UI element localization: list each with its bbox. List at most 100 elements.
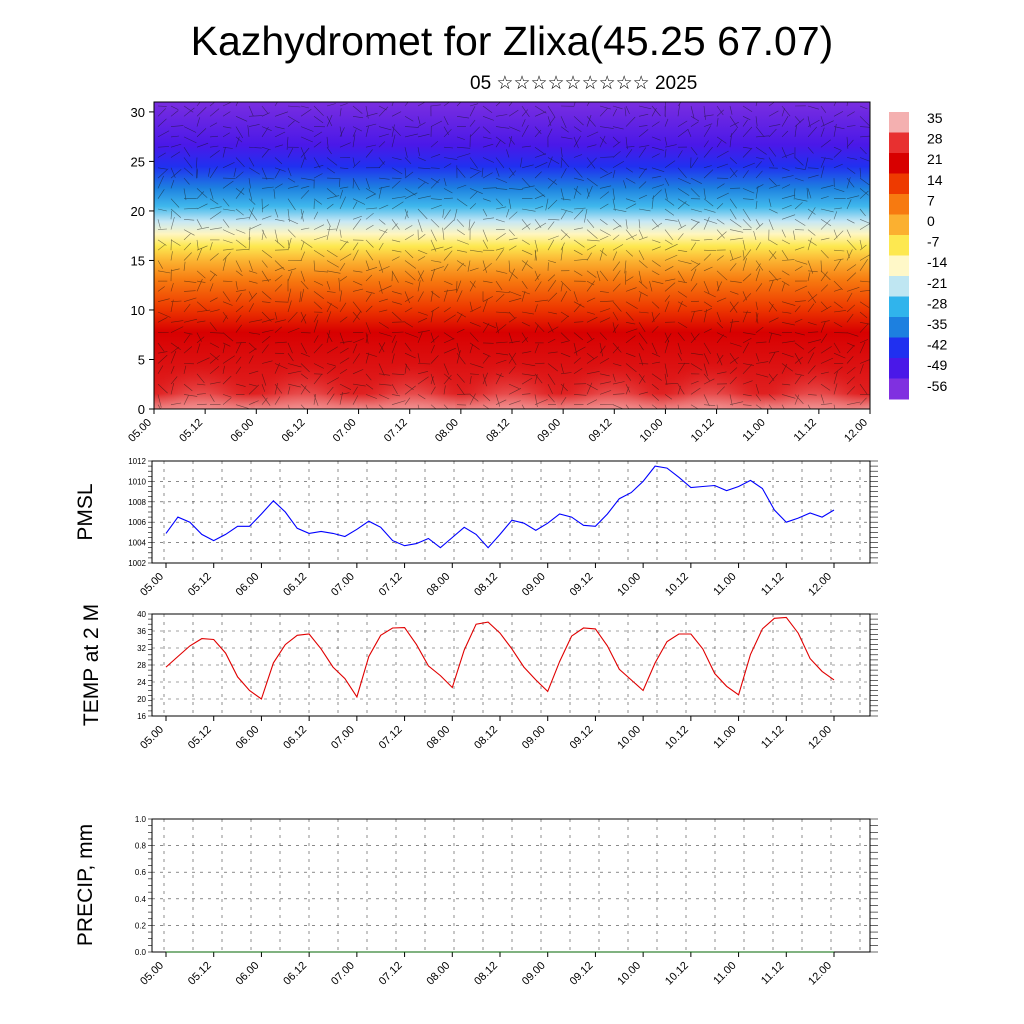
x-tick-label: 12.00 — [842, 417, 870, 445]
x-tick-label: 05.00 — [138, 571, 166, 599]
x-tick-label: 08.00 — [424, 724, 452, 752]
y-tick-label: 16 — [137, 712, 146, 721]
warm-region — [655, 335, 765, 409]
x-tick-label: 08.00 — [433, 417, 461, 445]
y-tick-label: 30 — [131, 105, 145, 120]
colorbar-label: -42 — [927, 337, 947, 353]
x-tick-label: 11.12 — [759, 724, 786, 751]
colorbar-label: -14 — [927, 254, 947, 270]
x-tick-label: 05.12 — [186, 571, 214, 599]
colorbar-swatch — [889, 153, 909, 174]
y-tick-label: 1010 — [128, 477, 146, 486]
x-tick-label: 08.12 — [472, 960, 500, 988]
y-tick-label: 0.4 — [135, 895, 147, 904]
colorbar-label: 35 — [927, 110, 943, 126]
colorbar-label: -35 — [927, 316, 947, 332]
x-tick-label: 11.12 — [759, 960, 786, 987]
y-tick-label: 1012 — [128, 457, 146, 466]
x-tick-label: 08.00 — [424, 960, 452, 988]
x-tick-label: 10.12 — [663, 724, 691, 752]
y-tick-label: 36 — [137, 627, 146, 636]
warm-region — [557, 335, 667, 409]
x-tick-label: 05.00 — [126, 417, 154, 445]
y-tick-label: 0.0 — [135, 948, 147, 957]
colorbar-label: 14 — [927, 172, 943, 188]
warm-region — [760, 335, 870, 409]
x-tick-label: 09.12 — [586, 417, 614, 445]
x-tick-label: 07.12 — [382, 417, 410, 445]
colorbar-swatch — [889, 276, 909, 297]
x-tick-label: 07.00 — [329, 960, 357, 988]
wind-field — [157, 102, 870, 409]
colorbar-label: -49 — [927, 357, 947, 373]
y-tick-label: 32 — [137, 644, 146, 653]
x-tick-label: 06.12 — [281, 724, 309, 752]
y-tick-label: 20 — [137, 695, 146, 704]
x-tick-label: 07.12 — [377, 960, 405, 988]
temp-chart: 40 36 32 28 24 20 16 05.00 05.12 06.00 06.12 07.00 0… — [80, 604, 878, 752]
x-tick-label: 08.12 — [472, 571, 500, 599]
x-tick-label: 05.12 — [177, 417, 205, 445]
x-tick-label: 05.12 — [186, 724, 214, 752]
warm-region — [357, 335, 467, 409]
x-tick-label: 07.12 — [377, 571, 405, 599]
x-tick-label: 11.12 — [792, 417, 819, 444]
page-subtitle: 05 ☆☆☆☆☆☆☆☆☆ 2025 — [470, 73, 698, 94]
x-tick-label: 06.00 — [228, 417, 256, 445]
y-tick-label: 28 — [137, 661, 146, 670]
colorbar-swatch — [889, 194, 909, 215]
x-tick-label: 07.00 — [329, 724, 357, 752]
pmsl-chart: 1012 1010 1008 1006 1004 1002 05.00 05.12 06.00 0… — [74, 457, 878, 599]
x-tick-label: 06.12 — [281, 960, 309, 988]
page-title: Kazhydromet for Zlixa(45.25 67.07) — [190, 18, 834, 64]
x-tick-label: 08.12 — [484, 417, 512, 445]
y-tick-label: 1002 — [128, 559, 146, 568]
x-tick-label: 07.00 — [329, 571, 357, 599]
y-tick-label: 25 — [131, 154, 145, 169]
y-tick-label: 40 — [137, 610, 146, 619]
grid — [152, 818, 870, 953]
grid — [152, 460, 870, 564]
y-tick-label: 0.2 — [135, 921, 147, 930]
colorbar-swatch — [889, 378, 909, 400]
colorbar-label: -28 — [927, 295, 947, 311]
x-tick-label: 09.12 — [568, 960, 596, 988]
colorbar-swatch — [889, 317, 909, 338]
colorbar-swatch — [889, 235, 909, 256]
y-tick-label: 15 — [131, 253, 145, 268]
x-tick-label: 06.00 — [234, 571, 262, 599]
y-tick-label: 24 — [137, 678, 146, 687]
colorbar-swatch — [889, 358, 909, 379]
warm-region — [455, 335, 565, 409]
x-tick-label: 07.12 — [377, 724, 405, 752]
x-tick-label: 09.00 — [520, 571, 548, 599]
grid — [152, 613, 870, 717]
plot-frame — [151, 818, 871, 953]
colorbar-label: 0 — [927, 213, 935, 229]
x-tick-label: 10.12 — [689, 417, 717, 445]
x-tick-label: 05.12 — [186, 960, 214, 988]
x-tick-label: 11.00 — [711, 724, 738, 751]
x-tick-label: 09.12 — [568, 724, 596, 752]
plot-frame — [151, 460, 871, 564]
series-line — [165, 616, 835, 700]
x-tick-label: 06.00 — [234, 724, 262, 752]
colorbar-label: 7 — [927, 192, 935, 208]
x-tick-label: 06.00 — [234, 960, 262, 988]
x-tick-label: 08.00 — [424, 571, 452, 599]
x-tick-label: 08.12 — [472, 724, 500, 752]
x-tick-label: 11.00 — [711, 571, 738, 598]
x-tick-label: 09.00 — [520, 724, 548, 752]
colorbar-swatch — [889, 255, 909, 277]
y-tick-label: 0.8 — [135, 842, 147, 851]
y-tick-label: 5 — [138, 352, 145, 367]
x-tick-label: 12.00 — [806, 724, 834, 752]
colorbar-label: -7 — [927, 234, 940, 250]
x-tick-label: 10.12 — [663, 960, 691, 988]
x-tick-label: 12.00 — [806, 571, 834, 599]
colorbar-swatch — [889, 296, 909, 318]
x-tick-label: 11.00 — [740, 417, 767, 444]
colorbar-swatch — [889, 173, 909, 195]
colorbar-label: 21 — [927, 151, 943, 167]
